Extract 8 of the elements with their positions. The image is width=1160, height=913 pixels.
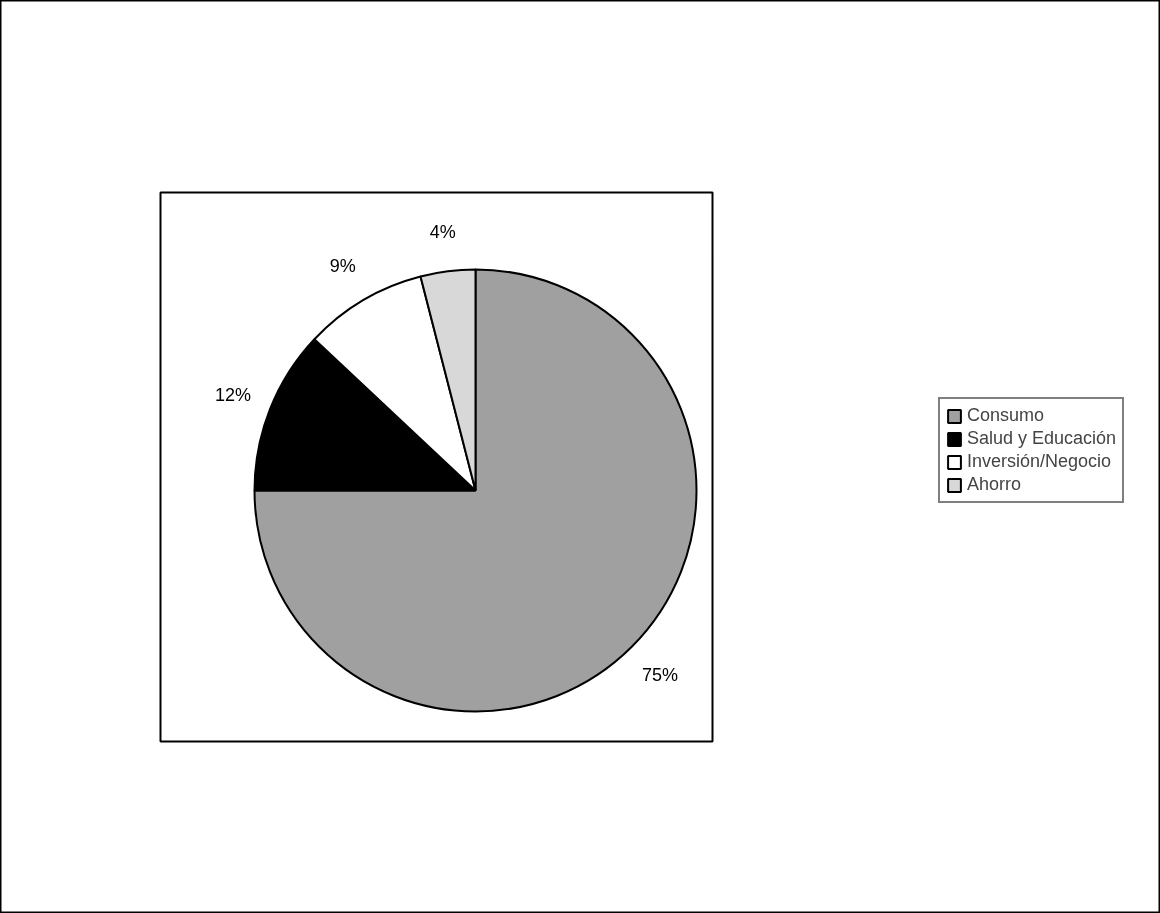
data-label: 4%	[429, 221, 456, 242]
legend-label: Salud y Educación	[967, 428, 1117, 449]
data-label: 12%	[215, 384, 252, 405]
data-label: 9%	[329, 256, 356, 277]
data-label: 75%	[641, 664, 678, 685]
legend-label: Ahorro	[967, 474, 1022, 495]
legend-label: Inversión/Negocio	[967, 451, 1112, 472]
legend-label: Consumo	[967, 405, 1045, 426]
